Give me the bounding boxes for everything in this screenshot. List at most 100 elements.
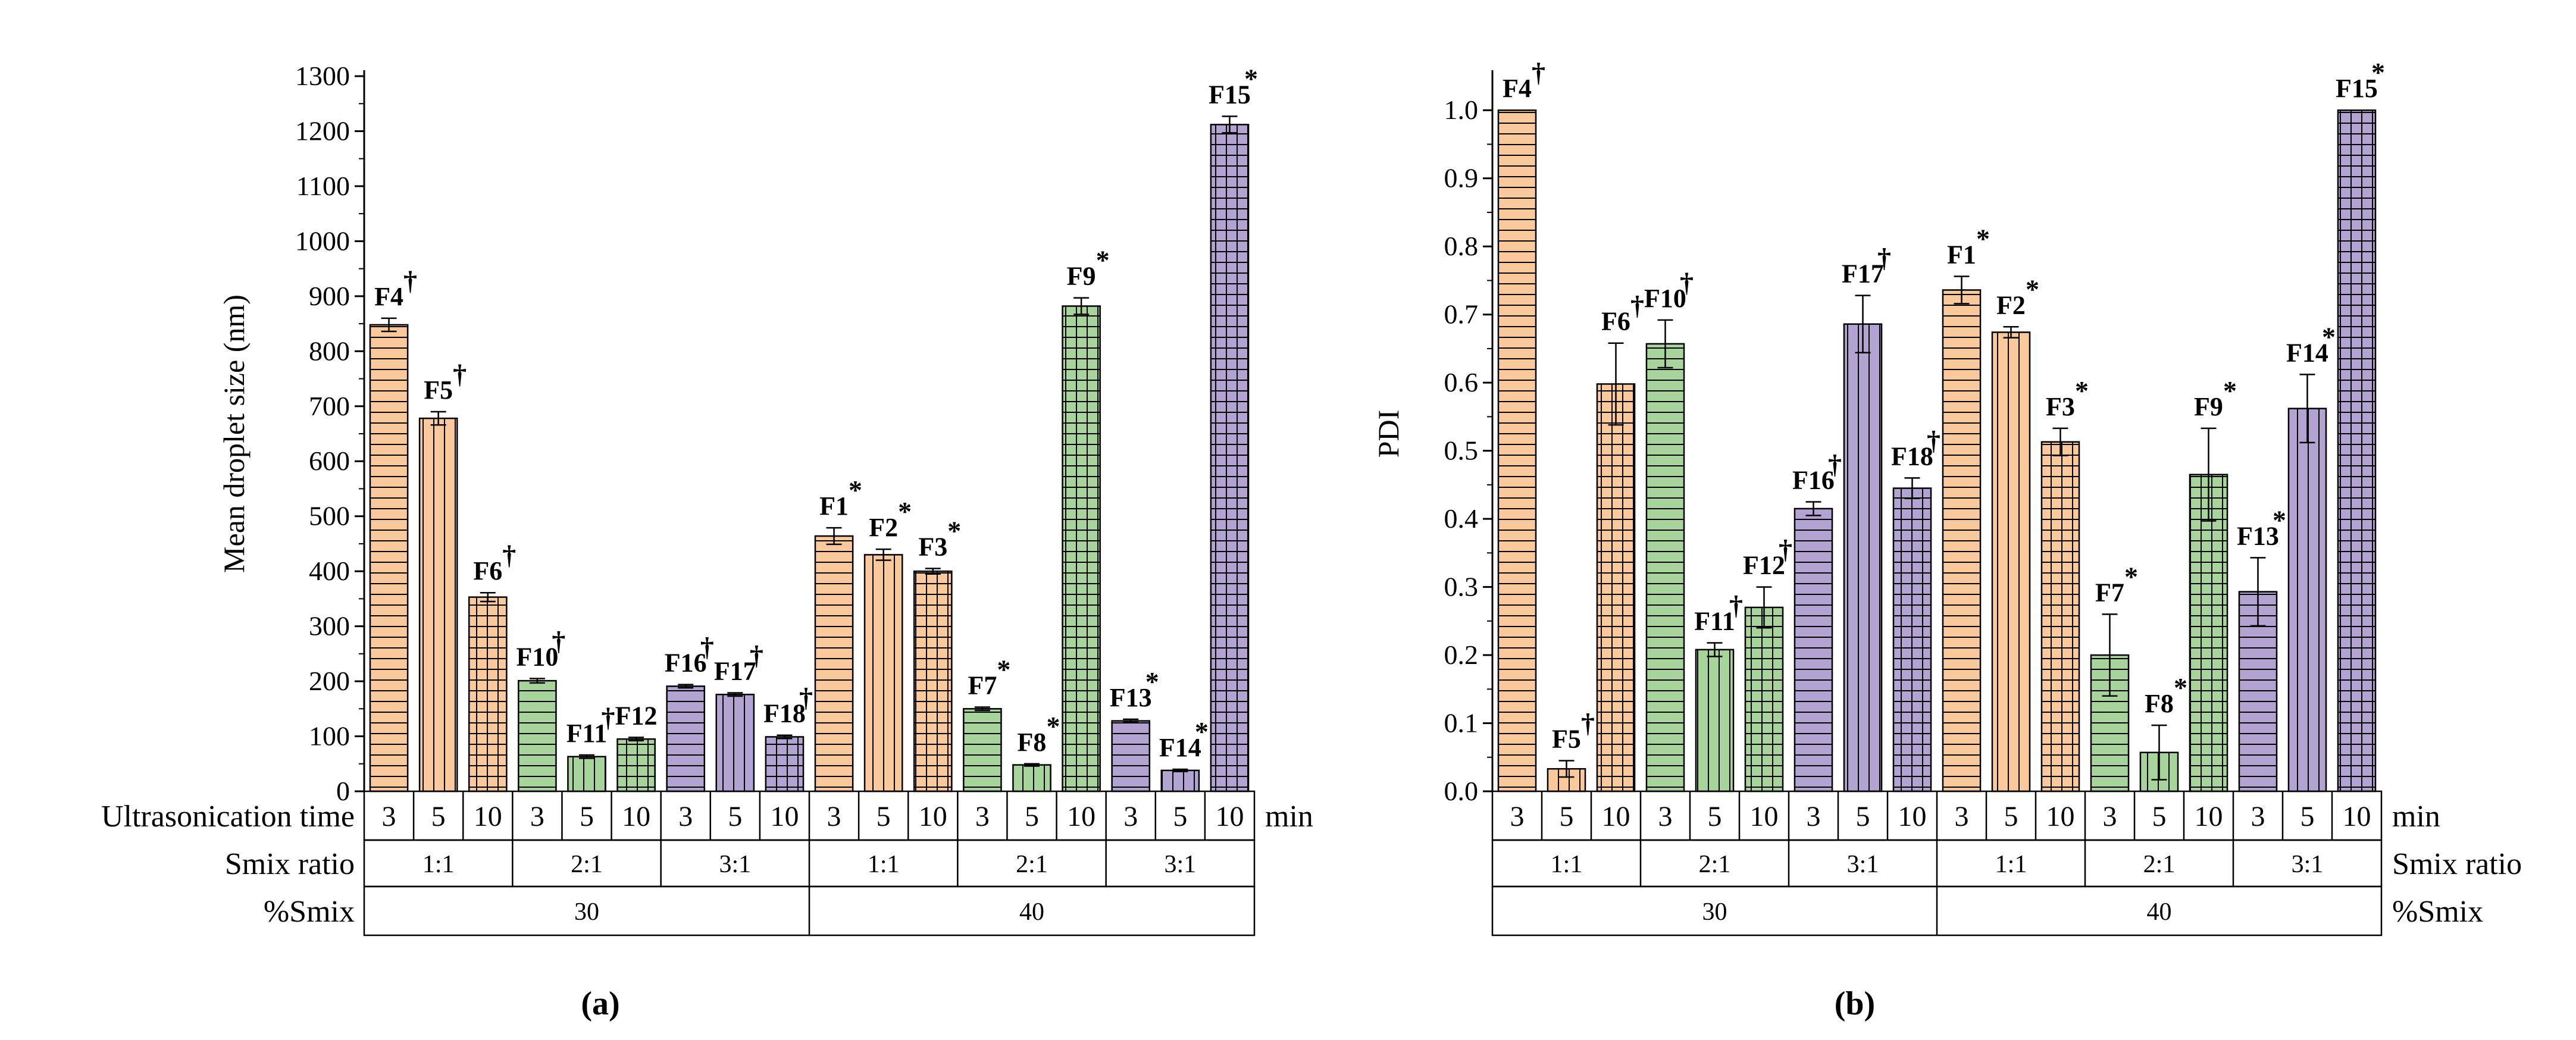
data-label: F16 [1792, 465, 1835, 494]
bar [1111, 720, 1151, 792]
x-tick-label: 3 [2251, 801, 2265, 832]
smix-ratio-label: 1:1 [1551, 851, 1583, 878]
data-label: F14 [2286, 338, 2328, 367]
y-tick-label: 0.6 [1444, 367, 1479, 397]
x-tick-label: 10 [622, 801, 650, 832]
x-tick-label: 5 [1708, 801, 1722, 832]
y-tick-label: 800 [309, 336, 350, 366]
x-tick-label: 5 [2152, 801, 2167, 832]
data-label: F17 [1842, 259, 1884, 289]
data-label: F6 [473, 556, 502, 585]
smix-ratio-label: 3:1 [719, 851, 751, 878]
bar [1596, 383, 1636, 792]
x-tick-label: 5 [728, 801, 742, 832]
bar [369, 324, 409, 792]
bar [1942, 289, 1982, 792]
y-axis-label: PDI [1372, 410, 1405, 458]
x-tick-label: 3 [530, 801, 544, 832]
y-tick-label: 200 [309, 666, 350, 696]
x-tick-label: 10 [770, 801, 799, 832]
x-tick-label: 3 [1955, 801, 1969, 832]
bar [2337, 109, 2377, 792]
x-tick-label: 3 [2103, 801, 2117, 832]
significance-mark: * [1096, 245, 1110, 275]
bar [863, 554, 903, 792]
y-tick-label: 600 [309, 446, 350, 476]
x-tick-label: 3 [382, 801, 396, 832]
bar [1843, 323, 1883, 792]
x-tick-label: 3 [678, 801, 693, 832]
data-label: F15 [1209, 80, 1251, 109]
y-tick-label: 0 [336, 776, 350, 806]
significance-mark: * [1976, 224, 1990, 254]
significance-mark: † [1779, 534, 1792, 565]
data-label: F7 [2095, 578, 2124, 607]
x-tick-label: 10 [1602, 801, 1630, 832]
smix-percent-label: 40 [2147, 898, 2172, 926]
x-tick-label: 10 [2343, 801, 2371, 832]
bar [518, 679, 557, 792]
bar [1991, 331, 2031, 792]
row-unit-min: min [1265, 800, 1313, 834]
y-tick-label: 500 [309, 501, 350, 531]
y-tick-label: 700 [309, 391, 350, 421]
panel-b: 0.00.10.20.30.40.50.60.70.80.91.0PDIF4†F… [1372, 57, 2522, 1022]
x-tick-label: 5 [580, 801, 594, 832]
smix-ratio-label: 2:1 [1699, 851, 1731, 878]
bar [1012, 764, 1051, 792]
smix-ratio-label: 2:1 [2143, 851, 2176, 878]
data-label: F8 [1018, 728, 1047, 757]
y-tick-label: 0.3 [1444, 572, 1479, 602]
bar [814, 535, 854, 792]
data-label: F3 [2046, 392, 2075, 421]
significance-mark: † [700, 632, 714, 662]
bar [2189, 474, 2228, 792]
data-label: F4 [1503, 74, 1532, 103]
significance-mark: * [2174, 672, 2187, 703]
panel-label: (a) [581, 985, 619, 1022]
smix-ratio-label: 2:1 [1016, 851, 1048, 878]
bar [468, 596, 508, 792]
data-label: F8 [2145, 689, 2174, 718]
significance-mark: † [1828, 449, 1842, 479]
data-label: F5 [424, 375, 453, 405]
y-tick-label: 400 [309, 556, 350, 586]
bar [616, 738, 656, 792]
y-tick-label: 0.2 [1444, 640, 1479, 670]
bar [2287, 408, 2327, 792]
data-label: F11 [1694, 606, 1735, 635]
y-tick-label: 900 [309, 281, 350, 311]
y-tick-label: 0.4 [1444, 503, 1479, 534]
data-label: F5 [1552, 724, 1581, 753]
y-tick-label: 1200 [295, 115, 350, 146]
row-label-smix-percent: %Smix [264, 895, 355, 929]
data-label: F18 [1891, 441, 1933, 471]
y-tick-label: 300 [309, 611, 350, 641]
data-label: F12 [1743, 551, 1785, 580]
significance-mark: * [849, 475, 862, 505]
panel-a: 0 100 200 300 400 500 600 700 800 900 1000 1100 1200… [101, 61, 1313, 1022]
significance-mark: * [2124, 561, 2138, 591]
data-label: F2 [869, 513, 898, 542]
data-label: F15 [2336, 74, 2378, 103]
data-label: F10 [516, 642, 558, 671]
bar [666, 685, 706, 792]
data-label: F12 [615, 701, 658, 730]
y-tick-label: 0.8 [1444, 231, 1479, 261]
data-label: F14 [1159, 733, 1201, 762]
x-tick-label: 5 [2004, 801, 2018, 832]
x-tick-label: 3 [975, 801, 990, 832]
data-label: F1 [1947, 240, 1976, 270]
data-label: F17 [714, 656, 756, 685]
y-tick-label: 0.7 [1444, 299, 1479, 330]
bar [963, 708, 1002, 792]
y-tick-label: 0.5 [1444, 436, 1479, 466]
data-label: F6 [1601, 307, 1630, 336]
x-tick-label: 10 [2046, 801, 2075, 832]
y-tick-label: 0.0 [1444, 776, 1479, 806]
data-label: F10 [1644, 284, 1686, 313]
significance-mark: † [403, 265, 417, 296]
row-label-smix-ratio: Smix ratio [225, 847, 355, 881]
x-tick-label: 10 [1067, 801, 1095, 832]
row-unit-min: min [2392, 800, 2440, 834]
